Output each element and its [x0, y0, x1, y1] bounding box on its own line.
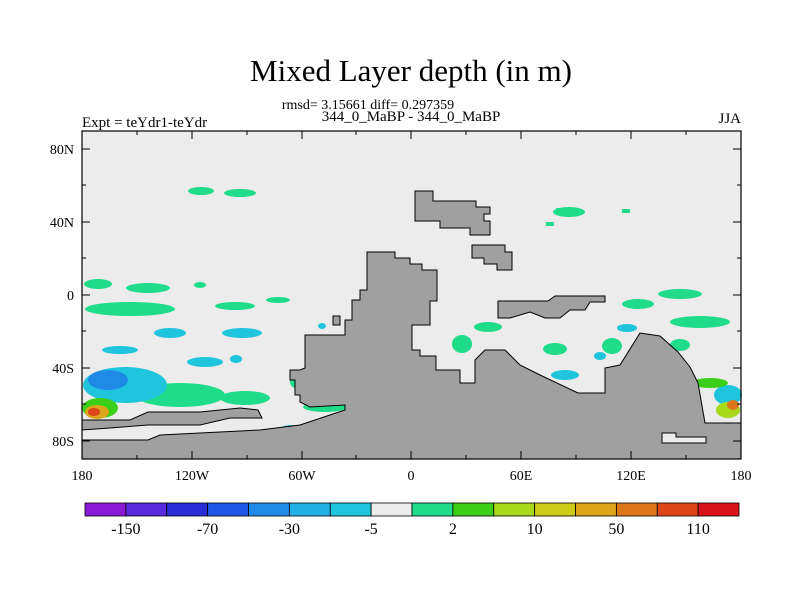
anomaly-patch	[543, 343, 567, 355]
anomaly-patch	[85, 302, 175, 316]
stats-line: rmsd= 3.15661 diff= 0.297359	[282, 98, 454, 113]
anomaly-patch	[266, 297, 290, 303]
land-masks	[81, 190, 742, 460]
lon-tick-label: 120E	[616, 469, 646, 484]
lon-tick-label: 120W	[175, 469, 210, 484]
lat-tick-label: 80N	[50, 143, 74, 158]
anomaly-patch	[727, 400, 739, 410]
map-panel: 80N 40N 0 40S 80S 180 120W 60W 0 60E	[50, 130, 752, 484]
colorbar-label: -30	[279, 521, 300, 538]
anomaly-patch	[692, 378, 728, 388]
colorbar-swatch	[166, 502, 209, 517]
colorbar-swatch	[493, 502, 536, 517]
subtitle-right: JJA	[718, 111, 741, 127]
colorbar-label: 110	[686, 521, 709, 538]
anomaly-patch	[88, 370, 128, 390]
anomaly-patch	[84, 279, 112, 289]
land-mass	[471, 244, 513, 271]
land-mass	[332, 315, 341, 326]
lat-tick-labels: 80N 40N 0 40S 80S	[50, 143, 74, 450]
anomaly-patch	[126, 283, 170, 293]
colorbar-swatch	[207, 502, 249, 517]
anomaly-patch	[220, 391, 270, 405]
colorbar-swatch	[534, 502, 576, 517]
anomaly-patch	[594, 352, 606, 360]
anomaly-patch	[215, 302, 255, 310]
land-mass	[81, 251, 742, 460]
lat-tick-label: 0	[67, 289, 74, 304]
colorbar-label: 50	[608, 521, 624, 538]
figure-title: Mixed Layer depth (in m)	[250, 53, 572, 88]
colorbar-swatch	[575, 502, 617, 517]
colorbar-label: -70	[197, 521, 218, 538]
colorbar-swatch	[452, 502, 495, 517]
lon-tick-label: 0	[408, 469, 415, 484]
colorbar-labels: -150 -70 -30 -5 2 10 50 110	[111, 521, 710, 538]
anomaly-patch	[187, 357, 223, 367]
colorbar-label: 10	[527, 521, 543, 538]
anomaly-patch	[714, 385, 742, 405]
colorbar-label: -5	[364, 521, 377, 538]
anomaly-patch	[602, 338, 622, 354]
colorbar-swatch	[125, 502, 168, 517]
lon-axis	[136, 131, 687, 459]
colorbar-swatch	[288, 502, 331, 517]
anomaly-patch	[222, 328, 262, 338]
anomaly-patch	[622, 299, 654, 309]
lat-tick-label: 40N	[50, 216, 74, 231]
anomaly-patch	[452, 335, 472, 353]
lat-tick-label: 80S	[52, 435, 74, 450]
anomaly-patch	[546, 222, 554, 226]
land-mass	[661, 432, 707, 444]
anomaly-patch	[617, 324, 637, 332]
anomaly-patch	[224, 189, 256, 197]
anomaly-patch	[194, 282, 206, 288]
lon-tick-label: 60E	[510, 469, 533, 484]
colorbar-swatch	[697, 502, 740, 517]
lat-axis	[82, 148, 741, 442]
land-mass	[497, 295, 606, 319]
anomaly-patch	[102, 346, 138, 354]
lat-tick-label: 40S	[52, 362, 74, 377]
anomaly-patch	[670, 316, 730, 328]
anomaly-patch	[551, 370, 579, 380]
colorbar-label: 2	[449, 521, 457, 538]
colorbar-swatch	[370, 502, 413, 517]
colorbar-swatch	[656, 502, 699, 517]
colorbar-label: -150	[111, 521, 140, 538]
colorbar-swatch	[411, 502, 454, 517]
anomaly-patch	[622, 209, 630, 213]
land-mass	[414, 190, 491, 236]
colorbar-swatch	[84, 502, 127, 517]
land-mass	[81, 407, 263, 431]
lon-tick-label: 180	[72, 469, 93, 484]
colorbar-swatch	[615, 502, 658, 517]
lon-tick-label: 180	[731, 469, 752, 484]
anomaly-patch	[154, 328, 186, 338]
colorbar-swatch	[248, 502, 290, 517]
anomaly-patch	[318, 323, 326, 329]
subtitle-left: Expt = teYdr1-teYdr	[82, 115, 207, 131]
anomaly-patch	[474, 322, 502, 332]
anomaly-patch	[88, 408, 100, 416]
colorbar	[84, 502, 740, 517]
anomaly-patch	[556, 208, 562, 212]
anomaly-patch	[670, 339, 690, 351]
lon-tick-labels: 180 120W 60W 0 60E 120E 180	[72, 469, 752, 484]
colorbar-swatch	[329, 502, 372, 517]
lon-tick-label: 60W	[288, 469, 316, 484]
anomaly-patch	[230, 355, 242, 363]
anomaly-patch	[188, 187, 214, 195]
subtitle-center: 344_0_MaBP - 344_0_MaBP	[322, 109, 501, 125]
anomaly-patch	[658, 289, 702, 299]
